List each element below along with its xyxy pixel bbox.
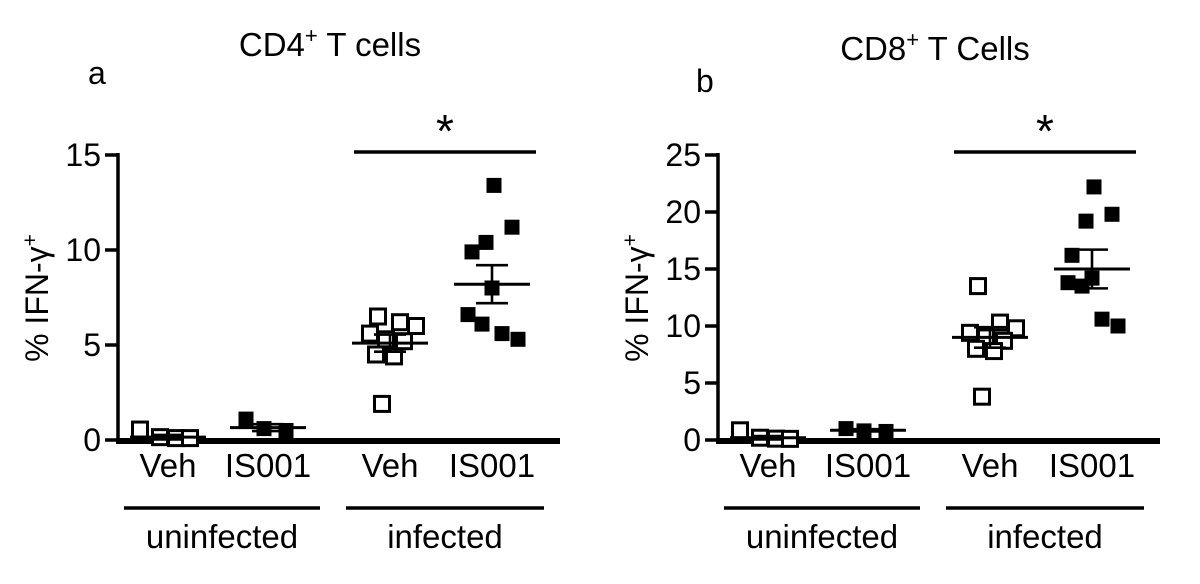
panel-a: a CD4+ T cells % IFN-γ+ 0 5 10 15 uninfected… <box>19 23 560 555</box>
y-tick-label: 0 <box>683 422 701 458</box>
data-point-filled-square <box>1074 278 1090 294</box>
data-point-filled-square <box>238 411 254 427</box>
data-point-filled-square <box>510 331 526 347</box>
data-point-filled-square <box>1078 213 1094 229</box>
y-tick-label: 10 <box>65 232 101 268</box>
group-tick-label: IS001 <box>1049 447 1135 484</box>
condition-label: infected <box>987 518 1103 555</box>
panel-b-y-axis-label: % IFN-γ+ <box>619 234 655 362</box>
data-point-filled-square <box>1094 311 1110 327</box>
data-point-filled-square <box>486 177 502 193</box>
y-tick-label: 15 <box>65 137 101 173</box>
panel-b-title: CD8+ T Cells <box>840 27 1030 67</box>
group-tick-label: Veh <box>140 447 197 484</box>
data-point-open-square <box>131 420 149 439</box>
data-point-filled-square <box>1110 318 1126 334</box>
data-point-filled-square <box>460 307 476 323</box>
y-tick-label: 20 <box>665 194 701 230</box>
group-tick-label: Veh <box>740 447 797 484</box>
significance-star: * <box>436 105 454 157</box>
data-point-open-square <box>367 345 385 364</box>
panel-b: b CD8+ T Cells % IFN-γ+ 0 5 10 15 20 25 uninfe… <box>619 27 1160 555</box>
data-point-filled-square <box>838 421 854 437</box>
data-point-open-square <box>969 277 987 296</box>
significance-star: * <box>1036 105 1054 157</box>
y-tick-label: 5 <box>683 365 701 401</box>
y-tick-label: 5 <box>83 327 101 363</box>
data-point-filled-square <box>504 219 520 235</box>
panel-b-plot-area: 0 5 10 15 20 25 uninfected infected Veh IS001 Veh I… <box>665 105 1160 555</box>
y-tick-label: 0 <box>83 422 101 458</box>
group-tick-label: Veh <box>362 447 419 484</box>
y-tick-label: 25 <box>665 137 701 173</box>
data-point-filled-square <box>474 316 490 332</box>
panel-letter-a: a <box>88 55 106 91</box>
data-point-open-square <box>731 421 749 440</box>
data-point-filled-square <box>1060 275 1076 291</box>
panel-letter-b: b <box>696 63 714 99</box>
panel-a-title: CD4+ T cells <box>239 23 421 63</box>
data-point-open-square <box>373 394 391 413</box>
group-tick-label: IS001 <box>825 447 911 484</box>
data-point-filled-square <box>494 326 510 342</box>
condition-label: uninfected <box>746 518 898 555</box>
data-point-open-square <box>407 317 425 335</box>
data-point-filled-square <box>464 244 480 260</box>
data-point-open-square <box>391 313 409 332</box>
condition-label: infected <box>387 518 503 555</box>
data-point-filled-square <box>1064 247 1080 263</box>
y-tick-label: 15 <box>665 251 701 287</box>
group-tick-label: IS001 <box>225 447 311 484</box>
panel-a-plot-area: 0 5 10 15 uninfected infected Veh IS001 Veh IS001… <box>65 105 560 555</box>
data-point-filled-square <box>1086 179 1102 195</box>
panel-a-y-axis-label: % IFN-γ+ <box>19 234 55 362</box>
data-point-open-square <box>973 387 991 406</box>
data-point-filled-square <box>478 234 494 250</box>
group-tick-label: IS001 <box>449 447 535 484</box>
data-point-filled-square <box>1104 206 1120 222</box>
data-point-open-square <box>395 332 413 351</box>
group-tick-label: Veh <box>962 447 1019 484</box>
data-point-open-square <box>369 307 387 326</box>
y-tick-label: 10 <box>665 308 701 344</box>
condition-label: uninfected <box>146 518 298 555</box>
